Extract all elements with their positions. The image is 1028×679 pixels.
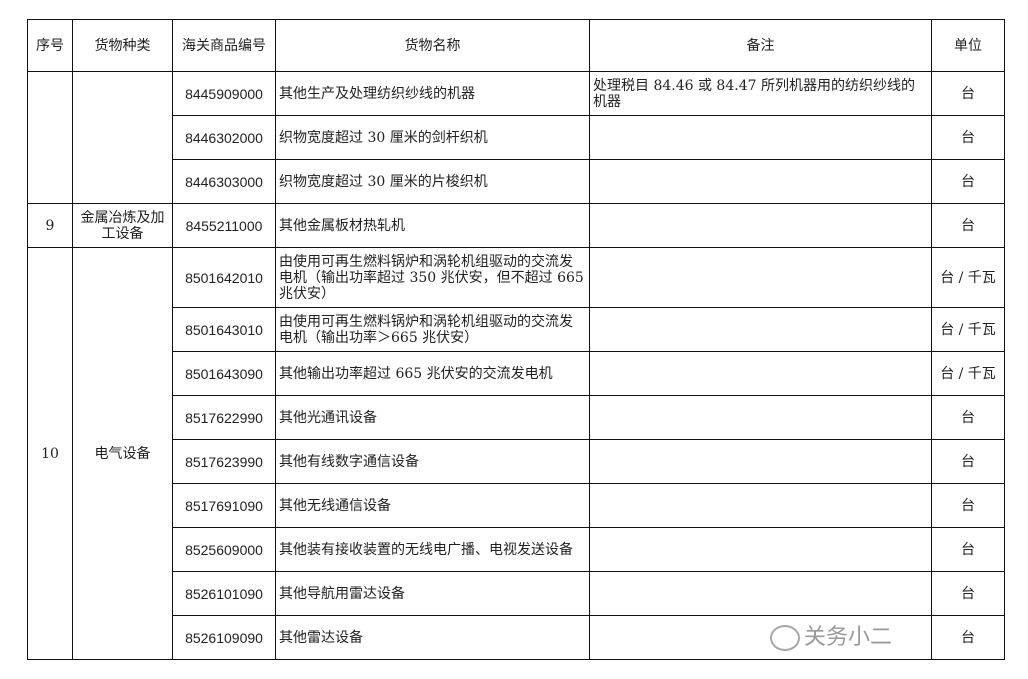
unit: 台 [931, 615, 1005, 660]
goods-table: 序号 货物种类 海关商品编号 货物名称 备注 单位 8445909000 其他生产… [27, 19, 1005, 660]
customs-code: 8445909000 [172, 71, 276, 116]
goods-name: 其他装有接收装置的无线电广播、电视发送设备 [275, 527, 590, 572]
customs-code: 8526101090 [172, 571, 276, 616]
goods-name: 由使用可再生燃料锅炉和涡轮机组驱动的交流发电机（输出功率＞665 兆伏安） [275, 307, 590, 352]
unit: 台 / 千瓦 [931, 351, 1005, 396]
goods-name: 其他有线数字通信设备 [275, 439, 590, 484]
watermark: 关务小二 [770, 625, 892, 651]
goods-name: 其他输出功率超过 665 兆伏安的交流发电机 [275, 351, 590, 396]
customs-code: 8517691090 [172, 483, 276, 528]
table-row: 8517622990 其他光通讯设备 台 [28, 395, 1005, 440]
note [589, 307, 932, 352]
unit: 台 [931, 395, 1005, 440]
note [589, 159, 932, 204]
note [589, 351, 932, 396]
goods-name: 其他生产及处理纺织纱线的机器 [275, 71, 590, 116]
note: 处理税目 84.46 或 84.47 所列机器用的纺织纱线的机器 [589, 71, 932, 116]
note [589, 115, 932, 160]
customs-code: 8446303000 [172, 159, 276, 204]
unit: 台 [931, 71, 1005, 116]
customs-code: 8517622990 [172, 395, 276, 440]
watermark-text: 关务小二 [804, 625, 893, 650]
row-number: 10 [27, 247, 73, 660]
table-row: 8501643090 其他输出功率超过 665 兆伏安的交流发电机 台 / 千瓦 [28, 351, 1005, 396]
unit: 台 / 千瓦 [931, 247, 1005, 308]
unit: 台 [931, 203, 1005, 248]
table-row: 8517691090 其他无线通信设备 台 [28, 483, 1005, 528]
row-number: 9 [27, 203, 73, 248]
note [589, 483, 932, 528]
goods-name: 其他导航用雷达设备 [275, 571, 590, 616]
note [589, 439, 932, 484]
table-row: 8446302000 织物宽度超过 30 厘米的剑杆织机 台 [28, 115, 1005, 160]
header-row: 序号 货物种类 海关商品编号 货物名称 备注 单位 [27, 19, 1005, 72]
header-unit: 单位 [931, 19, 1005, 72]
note [589, 395, 932, 440]
unit: 台 [931, 527, 1005, 572]
header-category: 货物种类 [72, 19, 173, 72]
table-row: 8446303000 织物宽度超过 30 厘米的片梭织机 台 [28, 159, 1005, 204]
customs-code: 8501642010 [172, 247, 276, 308]
table-row: 9 金属冶炼及加工设备 8455211000 其他金属板材热轧机 台 [27, 203, 1005, 248]
customs-code: 8455211000 [172, 203, 276, 248]
goods-name: 织物宽度超过 30 厘米的剑杆织机 [275, 115, 590, 160]
header-code: 海关商品编号 [172, 19, 276, 72]
note [589, 527, 932, 572]
goods-name: 由使用可再生燃料锅炉和涡轮机组驱动的交流发电机（输出功率超过 350 兆伏安，但… [275, 247, 590, 308]
header-no: 序号 [27, 19, 73, 72]
header-note: 备注 [589, 19, 932, 72]
goods-name: 其他金属板材热轧机 [275, 203, 590, 248]
customs-code: 8446302000 [172, 115, 276, 160]
note [589, 247, 932, 308]
goods-name: 其他光通讯设备 [275, 395, 590, 440]
unit: 台 [931, 439, 1005, 484]
unit: 台 [931, 115, 1005, 160]
customs-code: 8517623990 [172, 439, 276, 484]
table-row: 8517623990 其他有线数字通信设备 台 [28, 439, 1005, 484]
table-row: 8445909000 其他生产及处理纺织纱线的机器 处理税目 84.46 或 84.… [27, 71, 1005, 204]
table-row: 8526109090 其他雷达设备 台 [28, 615, 1005, 660]
goods-name: 织物宽度超过 30 厘米的片梭织机 [275, 159, 590, 204]
table-row: 8501643010 由使用可再生燃料锅炉和涡轮机组驱动的交流发电机（输出功率＞6… [28, 307, 1005, 352]
customs-code: 8501643090 [172, 351, 276, 396]
row-number [27, 71, 73, 204]
goods-category: 电气设备 [72, 247, 173, 660]
customs-code: 8501643010 [172, 307, 276, 352]
goods-category [72, 71, 173, 204]
unit: 台 [931, 483, 1005, 528]
note [589, 203, 932, 248]
table-row: 10 电气设备 8501642010 由使用可再生燃料锅炉和涡轮机组驱动的交流发电机（… [27, 247, 1005, 660]
goods-name: 其他无线通信设备 [275, 483, 590, 528]
customs-code: 8525609000 [172, 527, 276, 572]
goods-category: 金属冶炼及加工设备 [72, 203, 173, 248]
customs-code: 8526109090 [172, 615, 276, 660]
unit: 台 [931, 159, 1005, 204]
note [589, 571, 932, 616]
unit: 台 [931, 571, 1005, 616]
table-row: 8525609000 其他装有接收装置的无线电广播、电视发送设备 台 [28, 527, 1005, 572]
wechat-icon [770, 625, 800, 651]
unit: 台 / 千瓦 [931, 307, 1005, 352]
table-row: 8526101090 其他导航用雷达设备 台 [28, 571, 1005, 616]
header-name: 货物名称 [275, 19, 590, 72]
goods-name: 其他雷达设备 [275, 615, 590, 660]
